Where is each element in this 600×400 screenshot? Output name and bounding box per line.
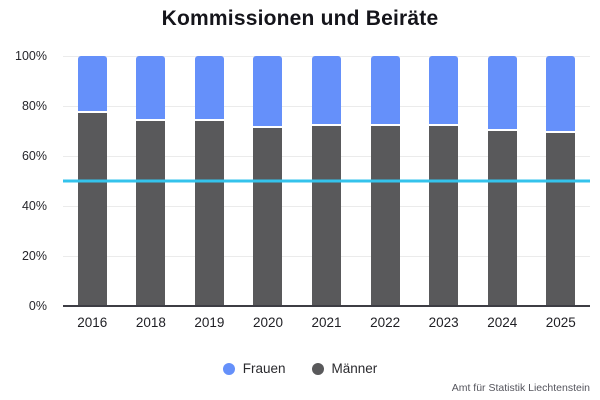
bar-segment-frauen-2018[interactable] <box>136 56 166 119</box>
fifty-percent-reference-line <box>63 179 590 183</box>
bars <box>63 56 590 306</box>
x-tick-label-2021: 2021 <box>311 315 342 330</box>
source-credit: Amt für Statistik Liechtenstein <box>451 382 590 394</box>
bar-2016 <box>77 56 107 306</box>
x-tick-label-2018: 2018 <box>135 315 166 330</box>
bar-segment-männer-2020[interactable] <box>253 126 283 306</box>
bar-slot-2025 <box>532 56 591 306</box>
bar-slot-2021 <box>297 56 356 306</box>
bar-slot-2023 <box>414 56 473 306</box>
bar-2023 <box>429 56 459 306</box>
bar-segment-frauen-2023[interactable] <box>429 56 459 124</box>
bar-2019 <box>194 56 224 306</box>
legend: Frauen Männer <box>0 361 600 376</box>
bar-2021 <box>312 56 342 306</box>
x-axis-labels: 2016 2018 2019 2020 2021 2022 2023 2024 2025 <box>63 315 590 330</box>
x-tick-label-2022: 2022 <box>370 315 401 330</box>
bar-segment-frauen-2025[interactable] <box>546 56 576 131</box>
legend-dot-männer <box>311 362 324 375</box>
bar-segment-männer-2024[interactable] <box>487 128 517 306</box>
bar-2020 <box>253 56 283 306</box>
bar-slot-2020 <box>239 56 298 306</box>
bar-segment-frauen-2020[interactable] <box>253 56 283 126</box>
y-tick-label-20: 20% <box>21 249 47 263</box>
legend-item-frauen[interactable]: Frauen <box>222 361 286 376</box>
y-tick-label-80: 80% <box>21 99 47 113</box>
y-tick-label-100: 100% <box>15 49 47 63</box>
bar-segment-frauen-2024[interactable] <box>487 56 517 129</box>
bar-segment-männer-2025[interactable] <box>546 131 576 306</box>
bar-slot-2018 <box>122 56 181 306</box>
bar-2024 <box>487 56 517 306</box>
x-tick-label-2016: 2016 <box>77 315 108 330</box>
bar-segment-frauen-2019[interactable] <box>194 56 224 119</box>
legend-item-männer[interactable]: Männer <box>311 361 378 376</box>
bar-segment-frauen-2022[interactable] <box>370 56 400 124</box>
x-tick-label-2023: 2023 <box>428 315 459 330</box>
x-tick-label-2019: 2019 <box>194 315 225 330</box>
x-axis-line <box>63 305 590 307</box>
bar-segment-frauen-2021[interactable] <box>312 56 342 124</box>
bar-segment-männer-2021[interactable] <box>312 123 342 306</box>
y-tick-label-60: 60% <box>21 149 47 163</box>
bar-2025 <box>546 56 576 306</box>
bar-slot-2019 <box>180 56 239 306</box>
bar-segment-männer-2016[interactable] <box>77 111 107 306</box>
bar-2022 <box>370 56 400 306</box>
bar-slot-2016 <box>63 56 122 306</box>
bar-2018 <box>136 56 166 306</box>
bar-slot-2024 <box>473 56 532 306</box>
legend-dot-frauen <box>222 362 235 375</box>
bar-segment-männer-2023[interactable] <box>429 123 459 306</box>
bar-segment-männer-2019[interactable] <box>194 118 224 306</box>
plot-area <box>63 56 590 307</box>
legend-label-frauen: Frauen <box>242 361 286 376</box>
y-axis-labels: 0% 20% 40% 60% 80% 100% <box>0 49 47 313</box>
y-tick-label-0: 0% <box>28 299 47 313</box>
x-tick-label-2024: 2024 <box>487 315 518 330</box>
x-tick-label-2025: 2025 <box>545 315 576 330</box>
y-tick-label-40: 40% <box>21 199 47 213</box>
legend-label-männer: Männer <box>331 361 378 376</box>
bar-segment-frauen-2016[interactable] <box>77 56 107 111</box>
chart-title: Kommissionen und Beiräte <box>161 7 439 30</box>
x-tick-label-2020: 2020 <box>252 315 283 330</box>
bar-slot-2022 <box>356 56 415 306</box>
bar-segment-männer-2022[interactable] <box>370 123 400 306</box>
bar-segment-männer-2018[interactable] <box>136 118 166 306</box>
